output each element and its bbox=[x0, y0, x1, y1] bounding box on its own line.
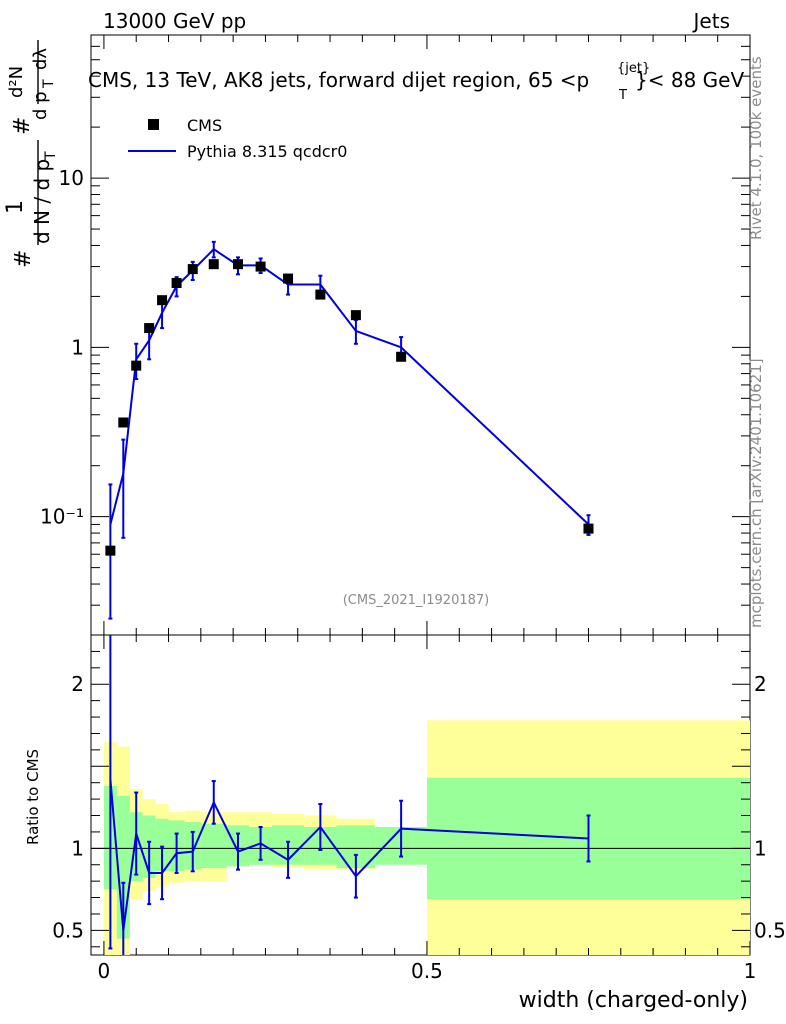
y-tick-label-main: 10 bbox=[59, 166, 84, 190]
y-tick-label-ratio: 0.5 bbox=[52, 918, 84, 942]
y-tick-label-main: 1 bbox=[71, 335, 84, 359]
main-y-axis-label: # 1 d N / d p T # d²N d p T dλ bbox=[3, 40, 59, 268]
svg-text:#: # bbox=[10, 117, 35, 135]
cms-data-point bbox=[157, 295, 168, 306]
svg-text:dλ: dλ bbox=[30, 48, 51, 70]
y-tick-label-ratio-right: 1 bbox=[754, 836, 767, 860]
cms-data-point bbox=[255, 261, 266, 272]
band-inner-bin bbox=[200, 823, 227, 869]
svg-text:{jet}: {jet} bbox=[617, 61, 650, 76]
ratio-axis-ticks: 0 0.5 1 0.5 0.5 1 1 2 2 bbox=[52, 634, 786, 983]
x-tick-label: 0.5 bbox=[411, 959, 443, 983]
legend-marker-cms bbox=[148, 119, 159, 130]
x-axis-label: width (charged-only) bbox=[519, 988, 748, 1013]
svg-text:T: T bbox=[41, 79, 57, 89]
x-tick-label: 1 bbox=[744, 959, 757, 983]
legend: CMS Pythia 8.315 qcdcr0 bbox=[128, 116, 347, 161]
svg-text:T: T bbox=[43, 151, 59, 161]
legend-label-pythia: Pythia 8.315 qcdcr0 bbox=[187, 142, 347, 161]
ratio-y-axis-label: Ratio to CMS bbox=[24, 749, 42, 845]
ratio-data-layer bbox=[108, 635, 591, 955]
header-right: Jets bbox=[692, 9, 730, 33]
y-tick-label-ratio: 2 bbox=[71, 672, 84, 696]
cms-data-point bbox=[208, 259, 219, 270]
plot-title: CMS, 13 TeV, AK8 jets, forward dijet reg… bbox=[88, 61, 744, 103]
cms-data-point bbox=[144, 323, 155, 334]
legend-label-cms: CMS bbox=[187, 116, 222, 135]
cms-data-point bbox=[283, 273, 294, 284]
cms-data-point bbox=[105, 545, 116, 556]
svg-text:d²N: d²N bbox=[6, 66, 27, 98]
svg-text:#: # bbox=[11, 250, 36, 268]
cms-data-point bbox=[118, 417, 129, 428]
svg-text:CMS, 13 TeV, AK8 jets, forward: CMS, 13 TeV, AK8 jets, forward dijet reg… bbox=[88, 68, 589, 92]
band-inner-bin bbox=[155, 818, 169, 872]
analysis-tag: (CMS_2021_I1920187) bbox=[343, 593, 490, 608]
side-label-mcplots: mcplots.cern.ch [arXiv:2401.10621] bbox=[747, 358, 765, 628]
svg-text:}< 88 GeV: }< 88 GeV bbox=[635, 68, 744, 92]
pythia-line bbox=[109, 247, 590, 526]
cms-data-point bbox=[315, 289, 326, 300]
cms-data-point bbox=[131, 360, 142, 371]
cms-data-point bbox=[396, 351, 407, 362]
svg-text:d N / d p: d N / d p bbox=[30, 159, 54, 244]
y-tick-label-ratio: 1 bbox=[71, 836, 84, 860]
cms-data-point bbox=[583, 523, 594, 534]
y-tick-label-ratio-right: 2 bbox=[754, 672, 767, 696]
cms-data-point bbox=[232, 259, 243, 270]
main-axis-ticks: 10⁻¹ 1 10 bbox=[40, 34, 751, 636]
y-tick-label-main: 10⁻¹ bbox=[40, 505, 84, 529]
x-tick-label: 0 bbox=[98, 959, 111, 983]
cms-data-point bbox=[171, 278, 182, 289]
ratio-uncertainty-bands bbox=[91, 720, 750, 955]
side-label-rivet: Rivet 4.1.0, 100k events bbox=[747, 56, 765, 240]
header-left: 13000 GeV pp bbox=[103, 9, 246, 33]
cms-data-point bbox=[187, 264, 198, 275]
main-data-layer bbox=[105, 240, 594, 620]
y-tick-label-ratio-right: 0.5 bbox=[754, 918, 786, 942]
svg-text:T: T bbox=[618, 88, 627, 103]
cms-data-point bbox=[350, 310, 361, 321]
svg-text:d p: d p bbox=[30, 91, 51, 120]
svg-text:1: 1 bbox=[3, 200, 28, 214]
